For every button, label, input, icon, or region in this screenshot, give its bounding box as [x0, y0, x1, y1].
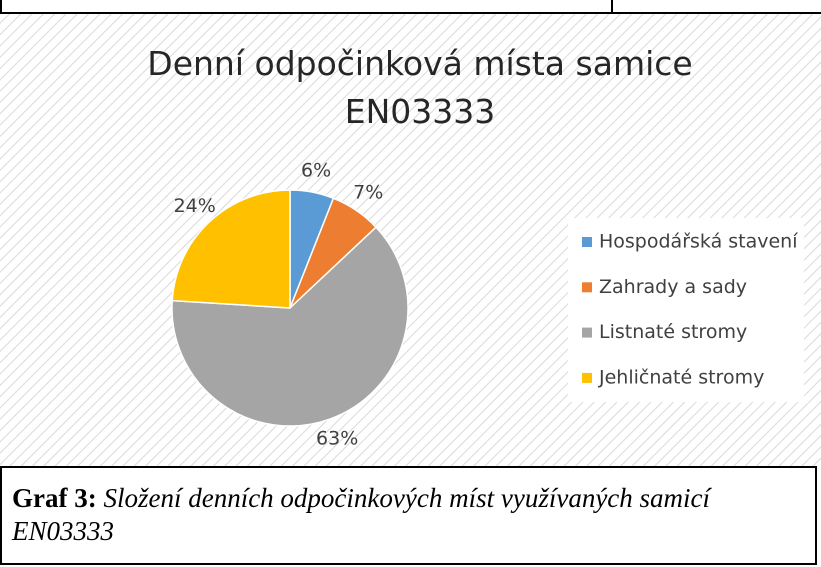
data-label: 7%	[353, 181, 383, 203]
legend-label: Hospodářská stavení	[599, 231, 798, 253]
pie-slice	[171, 189, 291, 309]
legend-label: Listnaté stromy	[599, 321, 747, 343]
legend-background	[568, 218, 804, 402]
legend-swatch	[582, 237, 592, 247]
chart-title: Denní odpočinková místa samice EN03333	[147, 44, 693, 131]
data-label: 24%	[174, 195, 216, 217]
legend-label: Zahrady a sady	[599, 276, 747, 298]
legend-swatch	[582, 282, 592, 293]
legend-swatch	[582, 327, 592, 338]
caption: Graf 3: Složení denních odpočinkových mí…	[0, 466, 817, 565]
pie-slice	[171, 226, 409, 427]
caption-text: Složení denních odpočinkových míst využí…	[12, 483, 711, 546]
caption-label: Graf 3:	[12, 483, 97, 513]
legend-label: Jehličnaté stromy	[598, 366, 764, 388]
data-label: 63%	[316, 428, 358, 450]
legend-swatch	[582, 372, 592, 383]
data-label: 6%	[301, 160, 331, 182]
